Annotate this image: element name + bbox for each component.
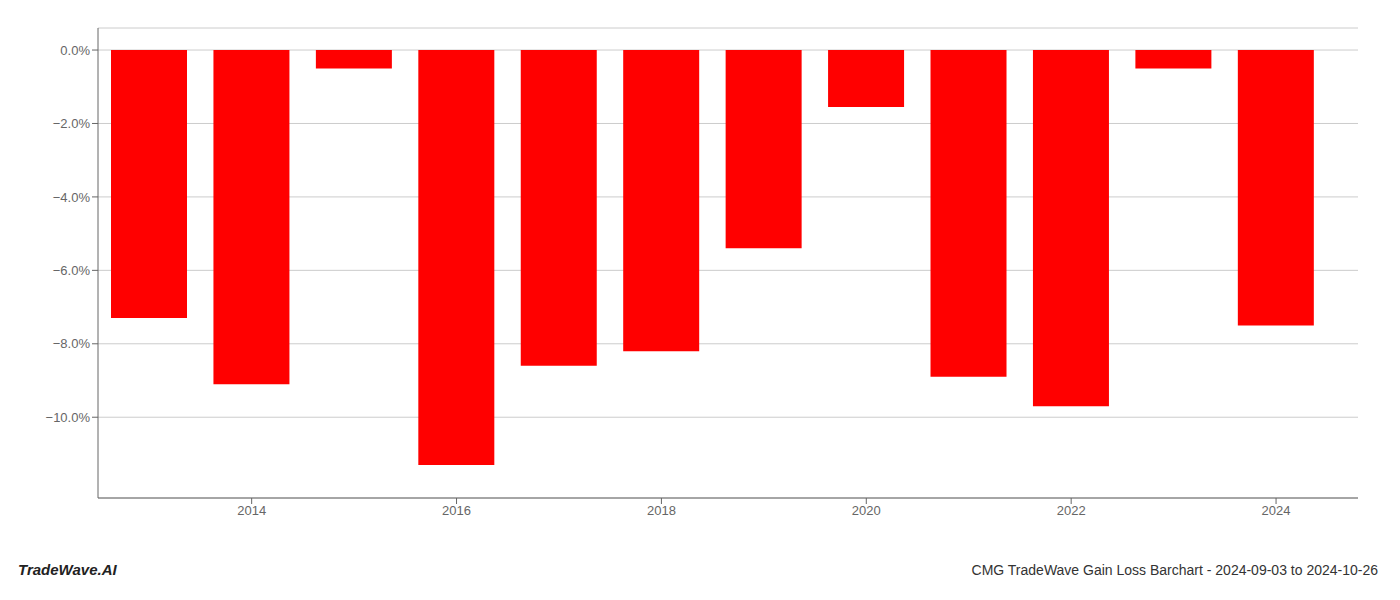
html-text:CMG TradeWave Gain Loss Barcha: CMG TradeWave Gain Loss Barchart - 2024-… <box>971 562 1378 578</box>
svg-text:−4.0%: −4.0% <box>53 190 91 205</box>
svg-text:2024: 2024 <box>1262 503 1291 518</box>
svg-text:2016: 2016 <box>442 503 471 518</box>
svg-text:−6.0%: −6.0% <box>53 263 91 278</box>
svg-text:2014: 2014 <box>237 503 266 518</box>
svg-text:−2.0%: −2.0% <box>53 116 91 131</box>
svg-text:2020: 2020 <box>852 503 881 518</box>
svg-text:2022: 2022 <box>1057 503 1086 518</box>
svg-text:−10.0%: −10.0% <box>46 410 91 425</box>
html-text:TradeWave.AI: TradeWave.AI <box>18 561 117 578</box>
svg-text:0.0%: 0.0% <box>60 43 90 58</box>
svg-text:−8.0%: −8.0% <box>53 336 91 351</box>
svg-text:2018: 2018 <box>647 503 676 518</box>
